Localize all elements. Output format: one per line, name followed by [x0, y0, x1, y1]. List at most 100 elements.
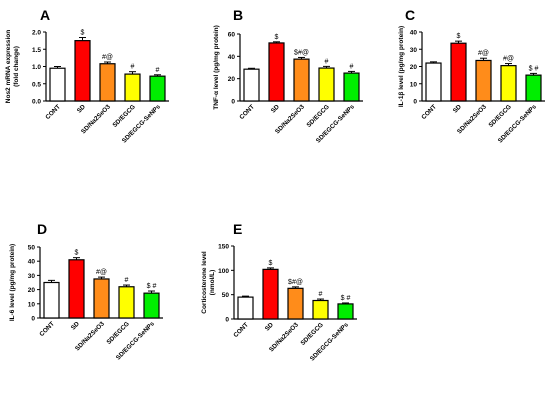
bar-cont	[43, 281, 60, 319]
bar-sd-egcg	[118, 286, 135, 319]
y-tick-label: 20	[228, 76, 236, 83]
panel-letter: D	[37, 221, 47, 237]
significance-label: $ #	[147, 283, 157, 290]
bar-sd-egcg-senps	[149, 75, 166, 102]
bar-sd-egcg-senps	[343, 72, 360, 102]
y-axis-label: TNF-α level (pg/mg protein)	[213, 25, 220, 110]
x-tick-label: CONT	[232, 321, 250, 339]
bar-sd-egcg-senps	[525, 74, 542, 102]
x-tick-label: CONT	[238, 103, 256, 121]
bar-sd	[450, 42, 467, 102]
significance-label: #	[156, 67, 160, 74]
y-axis-label: IL-6 level (pg/mg protein)	[9, 244, 16, 321]
bar-sd-na2seo3	[287, 287, 304, 320]
chart-panel-d: D 0 10 20 30 40 50 IL-6 level (pg/mg protein) CO…	[9, 221, 163, 362]
x-tick-label: SD/EGCG	[111, 103, 137, 129]
panel-letter: A	[40, 7, 50, 23]
bar-sd-egcg	[500, 65, 517, 102]
y-tick-label: 0	[413, 99, 417, 106]
y-axis-label: Corticosterone level	[201, 251, 208, 314]
y-tick-label: 10	[410, 81, 418, 88]
significance-label: #@	[102, 54, 113, 61]
x-tick-label: SD	[264, 321, 275, 332]
bar-sd-egcg-senps	[143, 292, 160, 319]
x-tick-label: SD	[270, 103, 281, 114]
significance-label: $	[457, 33, 461, 40]
x-tick-label: CONT	[38, 320, 56, 338]
bar-cont	[49, 67, 66, 102]
y-tick-label: 40	[410, 30, 418, 37]
y-tick-label: 60	[228, 32, 236, 39]
bar-sd-egcg	[124, 73, 141, 102]
significance-label: #	[319, 291, 323, 298]
panel-letter: C	[405, 7, 415, 23]
y-tick-label: 0	[225, 317, 229, 324]
y-tick-label: 40	[228, 54, 236, 61]
significance-label: $#@	[294, 49, 309, 56]
x-tick-label: CONT	[44, 103, 62, 121]
significance-label: #	[125, 277, 129, 284]
x-tick-label: CONT	[420, 103, 438, 121]
y-tick-label: 0.5	[32, 81, 41, 88]
x-tick-label: SD/EGCG	[105, 320, 131, 346]
bar-sd-na2seo3	[93, 278, 110, 319]
y-axis-label: Nos2 mRNA expression	[5, 30, 12, 103]
significance-label: #	[325, 58, 329, 65]
bar-sd	[268, 42, 285, 102]
significance-label: $ #	[529, 65, 539, 72]
bar-sd	[68, 259, 85, 319]
panel-letter: E	[233, 221, 242, 237]
significance-label: $	[81, 30, 85, 37]
significance-label: $#@	[288, 279, 303, 286]
bar-sd	[262, 268, 279, 320]
bar-cont	[237, 296, 254, 320]
y-tick-label: 30	[410, 47, 418, 54]
x-tick-label: SD	[70, 320, 81, 331]
significance-label: $	[269, 260, 273, 267]
bar-sd-na2seo3	[99, 63, 116, 102]
y-tick-label: 1.0	[32, 64, 41, 71]
y-tick-label: 20	[28, 287, 36, 294]
y-tick-label: 1.5	[32, 47, 41, 54]
bar-sd-na2seo3	[475, 59, 492, 102]
x-tick-label: SD/EGCG	[299, 321, 325, 347]
bar-sd-egcg-senps	[337, 303, 354, 320]
y-tick-label: 40	[28, 259, 36, 266]
chart-panel-b: B 0 20 40 60 TNF-α level (pg/mg protein) CONT $…	[213, 7, 363, 145]
significance-label: $	[275, 34, 279, 41]
y-axis-label: (nmol/L)	[209, 270, 216, 296]
y-tick-label: 2.0	[32, 30, 41, 37]
y-tick-label: 50	[28, 245, 36, 252]
chart-panel-a: A 0.0 0.5 1.0 1.5 2.0 Nos2 mRNA expression (fol…	[5, 7, 169, 145]
significance-label: #@	[96, 269, 107, 276]
chart-panel-e: E 0 50 100 150 Corticosterone level (nmol/L) CO…	[201, 221, 357, 363]
y-axis-label: (fold change)	[13, 46, 20, 87]
y-tick-label: 20	[410, 64, 418, 71]
bar-cont	[243, 68, 260, 102]
bar-sd	[74, 40, 91, 102]
x-tick-label: SD	[452, 103, 463, 114]
y-axis-label: IL-1β level (pg/mg protein)	[398, 26, 405, 107]
significance-label: $ #	[341, 295, 351, 302]
x-tick-label: SD/EGCG	[305, 103, 331, 129]
significance-label: #@	[478, 50, 489, 57]
y-tick-label: 100	[218, 268, 229, 275]
significance-label: #	[131, 64, 135, 71]
significance-label: $	[75, 250, 79, 257]
significance-label: #	[350, 63, 354, 70]
y-tick-label: 30	[28, 273, 36, 280]
y-tick-label: 0.0	[32, 99, 41, 106]
chart-panel-c: C 0 10 20 30 40 IL-1β level (pg/mg protein) CON…	[398, 7, 545, 145]
bar-sd-egcg	[312, 299, 329, 320]
bar-sd-egcg	[318, 67, 335, 102]
y-tick-label: 10	[28, 301, 36, 308]
y-tick-label: 50	[222, 292, 230, 299]
x-tick-label: SD/EGCG	[487, 103, 513, 129]
bar-sd-na2seo3	[293, 58, 310, 102]
panel-letter: B	[233, 7, 243, 23]
x-tick-label: SD	[76, 103, 87, 114]
y-tick-label: 150	[218, 244, 229, 251]
bar-cont	[425, 62, 442, 102]
y-tick-label: 0	[31, 316, 35, 323]
